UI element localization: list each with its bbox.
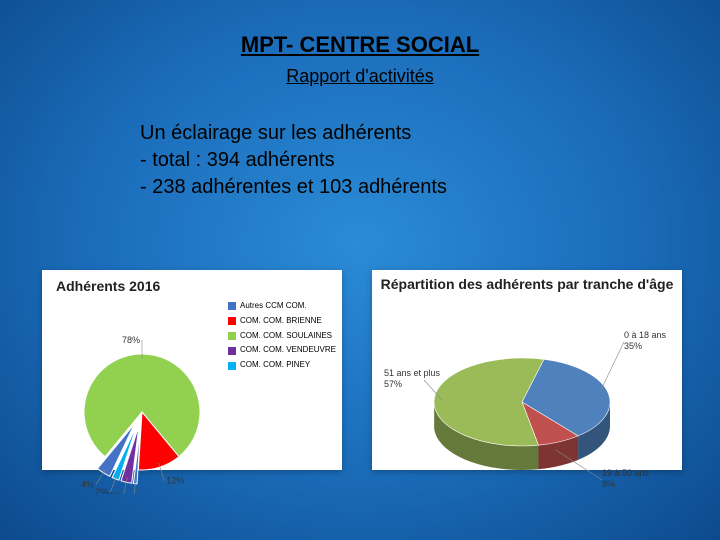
legend-swatch <box>228 317 236 325</box>
legend-item: COM. COM. VENDEUVRE <box>228 344 336 357</box>
legend-label: Autres CCM COM. <box>240 300 307 313</box>
body-line-1: Un éclairage sur les adhérents <box>140 120 447 147</box>
legend-item: COM. COM. SOULAINES <box>228 330 336 343</box>
chart-left-title: Adhérents 2016 <box>42 270 342 294</box>
legend-label: COM. COM. VENDEUVRE <box>240 344 336 357</box>
legend-label: COM. COM. SOULAINES <box>240 330 332 343</box>
legend-item: COM. COM. PINEY <box>228 359 336 372</box>
slice-percent-label: 3% <box>108 491 121 494</box>
slice-percent-label: 2% <box>95 487 108 494</box>
header: MPT- CENTRE SOCIAL Rapport d'activités <box>0 32 720 87</box>
slice-category-label: 0 à 18 ans <box>624 330 667 340</box>
slide: MPT- CENTRE SOCIAL Rapport d'activités U… <box>0 0 720 540</box>
slice-percent-label: 4% <box>81 480 94 490</box>
legend-item: COM. COM. BRIENNE <box>228 315 336 328</box>
chart-repartition-age: Répartition des adhérents par tranche d'… <box>372 270 682 470</box>
legend-swatch <box>228 332 236 340</box>
chart-right-title: Répartition des adhérents par tranche d'… <box>372 270 682 292</box>
slide-subtitle: Rapport d'activités <box>0 66 720 87</box>
legend-label: COM. COM. PINEY <box>240 359 310 372</box>
slice-category-label: 51 ans et plus <box>384 368 441 378</box>
legend-swatch <box>228 302 236 310</box>
body-text: Un éclairage sur les adhérents - total :… <box>140 120 447 201</box>
slice-percent-label: 35% <box>624 341 642 351</box>
body-line-2: - total : 394 adhérents <box>140 147 447 174</box>
slice-percent-label: 8% <box>602 479 615 489</box>
legend-label: COM. COM. BRIENNE <box>240 315 322 328</box>
legend-item: Autres CCM COM. <box>228 300 336 313</box>
slide-title: MPT- CENTRE SOCIAL <box>0 32 720 58</box>
legend-left: Autres CCM COM. COM. COM. BRIENNE COM. COM… <box>228 300 336 374</box>
slice-percent-label: 12% <box>166 475 184 485</box>
slice-percent-label: 57% <box>384 379 402 389</box>
pie-chart-right: 0 à 18 ans35% 19 à 50 ans8% 51 ans et plus… <box>372 292 682 492</box>
slice-percent-label: 78% <box>122 335 140 345</box>
body-line-3: - 238 adhérentes et 103 adhérents <box>140 174 447 201</box>
legend-swatch <box>228 362 236 370</box>
chart-adherents-2016: Adhérents 2016 78%12%1%3%2%4% Autres CCM… <box>42 270 342 470</box>
slice-category-label: 19 à 50 ans <box>602 468 650 478</box>
legend-swatch <box>228 347 236 355</box>
